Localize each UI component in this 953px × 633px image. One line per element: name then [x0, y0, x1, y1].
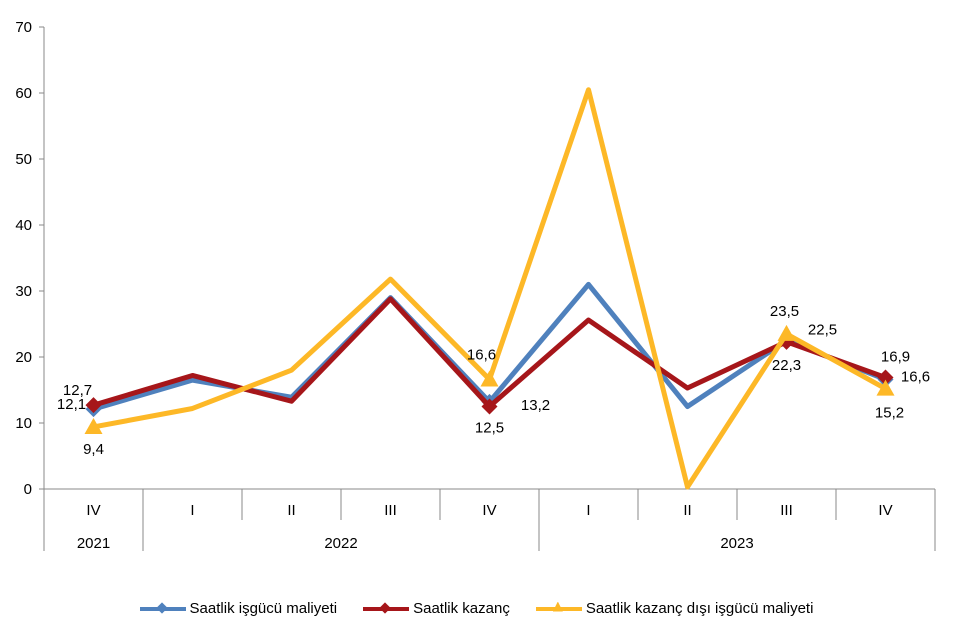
y-tick-label: 30 [15, 283, 32, 300]
data-point [877, 369, 894, 386]
x-tick-label: IV [482, 502, 496, 519]
data-point [85, 397, 102, 414]
x-tick-label: II [287, 502, 295, 519]
legend-label: Saatlik kazanç [413, 600, 510, 617]
data-label: 13,2 [521, 397, 550, 414]
legend-item: Saatlik kazanç dışı işgücü maliyeti [535, 600, 814, 617]
legend-swatch [139, 601, 186, 614]
legend-label: Saatlik işgücü maliyeti [189, 600, 338, 617]
legend-label: Saatlik kazanç dışı işgücü maliyeti [585, 600, 814, 617]
data-label: 12,5 [475, 420, 504, 437]
data-label: 12,1 [57, 396, 86, 413]
data-label: 15,2 [875, 405, 904, 422]
data-point [84, 417, 103, 434]
x-tick-label: IV [86, 502, 100, 519]
y-tick-label: 70 [15, 19, 32, 36]
x-tick-label: III [384, 502, 397, 519]
data-label: 16,9 [881, 348, 910, 365]
y-tick-label: 10 [15, 415, 32, 432]
data-label: 9,4 [83, 441, 104, 458]
y-tick-label: 50 [15, 151, 32, 168]
legend-item: Saatlik işgücü maliyeti [139, 600, 338, 617]
data-point [481, 398, 498, 415]
legend-swatch [363, 601, 410, 614]
x-tick-label: III [780, 502, 793, 519]
x-tick-label: I [190, 502, 194, 519]
data-point [876, 379, 895, 396]
data-label: 12,7 [63, 382, 92, 399]
data-label: 23,5 [770, 303, 799, 320]
data-label: 22,3 [772, 357, 801, 374]
legend-swatch [535, 601, 582, 612]
year-label: 2021 [77, 535, 110, 552]
data-point [777, 324, 796, 341]
y-tick-label: 60 [15, 85, 32, 102]
year-label: 2023 [720, 535, 753, 552]
y-tick-label: 40 [15, 217, 32, 234]
year-label: 2022 [324, 535, 357, 552]
data-point [480, 370, 499, 387]
x-tick-label: IV [878, 502, 892, 519]
y-tick-label: 20 [15, 349, 32, 366]
data-label: 16,6 [467, 346, 496, 363]
legend-item: Saatlik kazanç [363, 600, 510, 617]
x-tick-label: II [683, 502, 691, 519]
data-label: 22,5 [808, 322, 837, 339]
y-tick-label: 0 [24, 481, 32, 498]
data-label: 16,6 [901, 368, 930, 385]
legend: Saatlik işgücü maliyeti Saatlik kazanç Saa… [0, 600, 953, 617]
x-tick-label: I [586, 502, 590, 519]
